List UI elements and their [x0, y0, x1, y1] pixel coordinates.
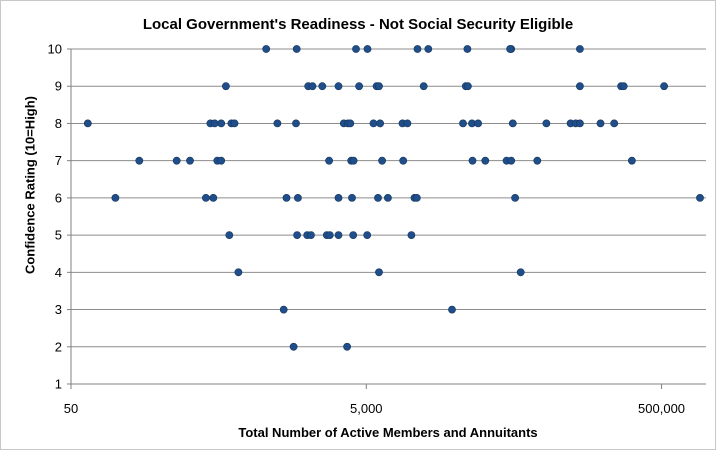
data-point — [412, 193, 421, 202]
data-point — [660, 82, 668, 91]
data-point — [293, 193, 302, 202]
data-point — [516, 268, 525, 277]
data-point — [369, 119, 378, 128]
data-point — [628, 156, 636, 165]
data-point — [234, 268, 243, 277]
data-point — [352, 45, 360, 53]
data-point — [225, 231, 234, 239]
x-tick-label: 50 — [64, 401, 78, 416]
data-point — [349, 231, 358, 239]
data-point — [576, 82, 584, 91]
data-point — [576, 45, 584, 53]
data-point — [346, 119, 355, 128]
data-point — [262, 45, 271, 53]
y-tick-label: 3 — [55, 302, 62, 317]
data-point — [508, 119, 517, 128]
data-point — [230, 119, 239, 128]
data-point — [481, 156, 490, 165]
data-point — [363, 231, 372, 239]
y-tick-label: 7 — [55, 153, 62, 168]
data-point — [448, 305, 456, 314]
data-point — [289, 342, 298, 351]
data-point — [221, 82, 230, 91]
data-point — [83, 119, 92, 128]
y-tick-label: 9 — [55, 79, 62, 94]
data-points — [83, 45, 704, 351]
x-tick-labels: 50 5,000 500,000 — [64, 401, 685, 416]
data-point — [334, 231, 343, 239]
y-tick-label: 4 — [55, 265, 62, 280]
data-point — [419, 82, 428, 91]
data-point — [325, 156, 333, 165]
data-point — [343, 342, 351, 351]
data-point — [217, 156, 226, 165]
data-point — [209, 193, 218, 202]
y-tick-labels: 1 2 3 4 5 6 7 8 9 10 — [48, 42, 62, 392]
data-point — [507, 156, 516, 165]
data-point — [407, 231, 416, 239]
data-point — [292, 45, 301, 53]
data-point — [135, 156, 144, 165]
y-tick-label: 5 — [55, 228, 62, 243]
data-point — [279, 305, 288, 314]
x-tick-label: 5,000 — [350, 401, 383, 416]
data-point — [210, 119, 219, 128]
data-point — [399, 156, 408, 165]
data-point — [506, 45, 514, 53]
data-point — [610, 119, 619, 128]
data-point — [378, 156, 386, 165]
y-tick-label: 2 — [55, 339, 62, 354]
data-point — [293, 231, 301, 239]
data-point — [325, 231, 334, 239]
data-point — [282, 193, 291, 202]
x-axis-label: Total Number of Active Members and Annui… — [238, 425, 538, 440]
data-point — [374, 193, 382, 202]
data-point — [542, 119, 551, 128]
data-point — [463, 45, 472, 53]
data-point — [403, 119, 412, 128]
data-point — [376, 119, 384, 128]
x-tick-label: 500,000 — [638, 401, 685, 416]
data-point — [619, 82, 628, 91]
data-point — [383, 193, 392, 202]
data-point — [349, 156, 358, 165]
data-point — [375, 82, 383, 91]
data-point — [375, 268, 383, 277]
data-point — [111, 193, 120, 202]
data-point — [318, 82, 327, 91]
data-point — [348, 193, 356, 202]
data-point — [468, 156, 477, 165]
data-point — [463, 82, 472, 91]
data-point — [292, 119, 300, 128]
data-point — [363, 45, 372, 53]
data-point — [413, 45, 422, 53]
data-point — [201, 193, 210, 202]
data-point — [172, 156, 181, 165]
data-point — [273, 119, 282, 128]
axes — [67, 48, 706, 389]
chart-title: Local Government's Readiness - Not Socia… — [142, 16, 574, 33]
data-point — [696, 193, 704, 202]
data-point — [307, 231, 315, 239]
data-point — [459, 119, 467, 128]
data-point — [596, 119, 605, 128]
y-tick-label: 6 — [55, 190, 62, 205]
data-point — [355, 82, 363, 91]
y-tick-label: 1 — [55, 377, 62, 392]
data-point — [217, 119, 226, 128]
data-point — [474, 119, 482, 128]
data-point — [334, 82, 343, 91]
y-tick-label: 10 — [48, 42, 62, 57]
data-point — [424, 45, 433, 53]
data-point — [186, 156, 194, 165]
y-tick-label: 8 — [55, 116, 62, 131]
data-point — [576, 119, 584, 128]
data-point — [533, 156, 542, 165]
data-point — [511, 193, 519, 202]
data-point — [308, 82, 317, 91]
data-point — [334, 193, 343, 202]
